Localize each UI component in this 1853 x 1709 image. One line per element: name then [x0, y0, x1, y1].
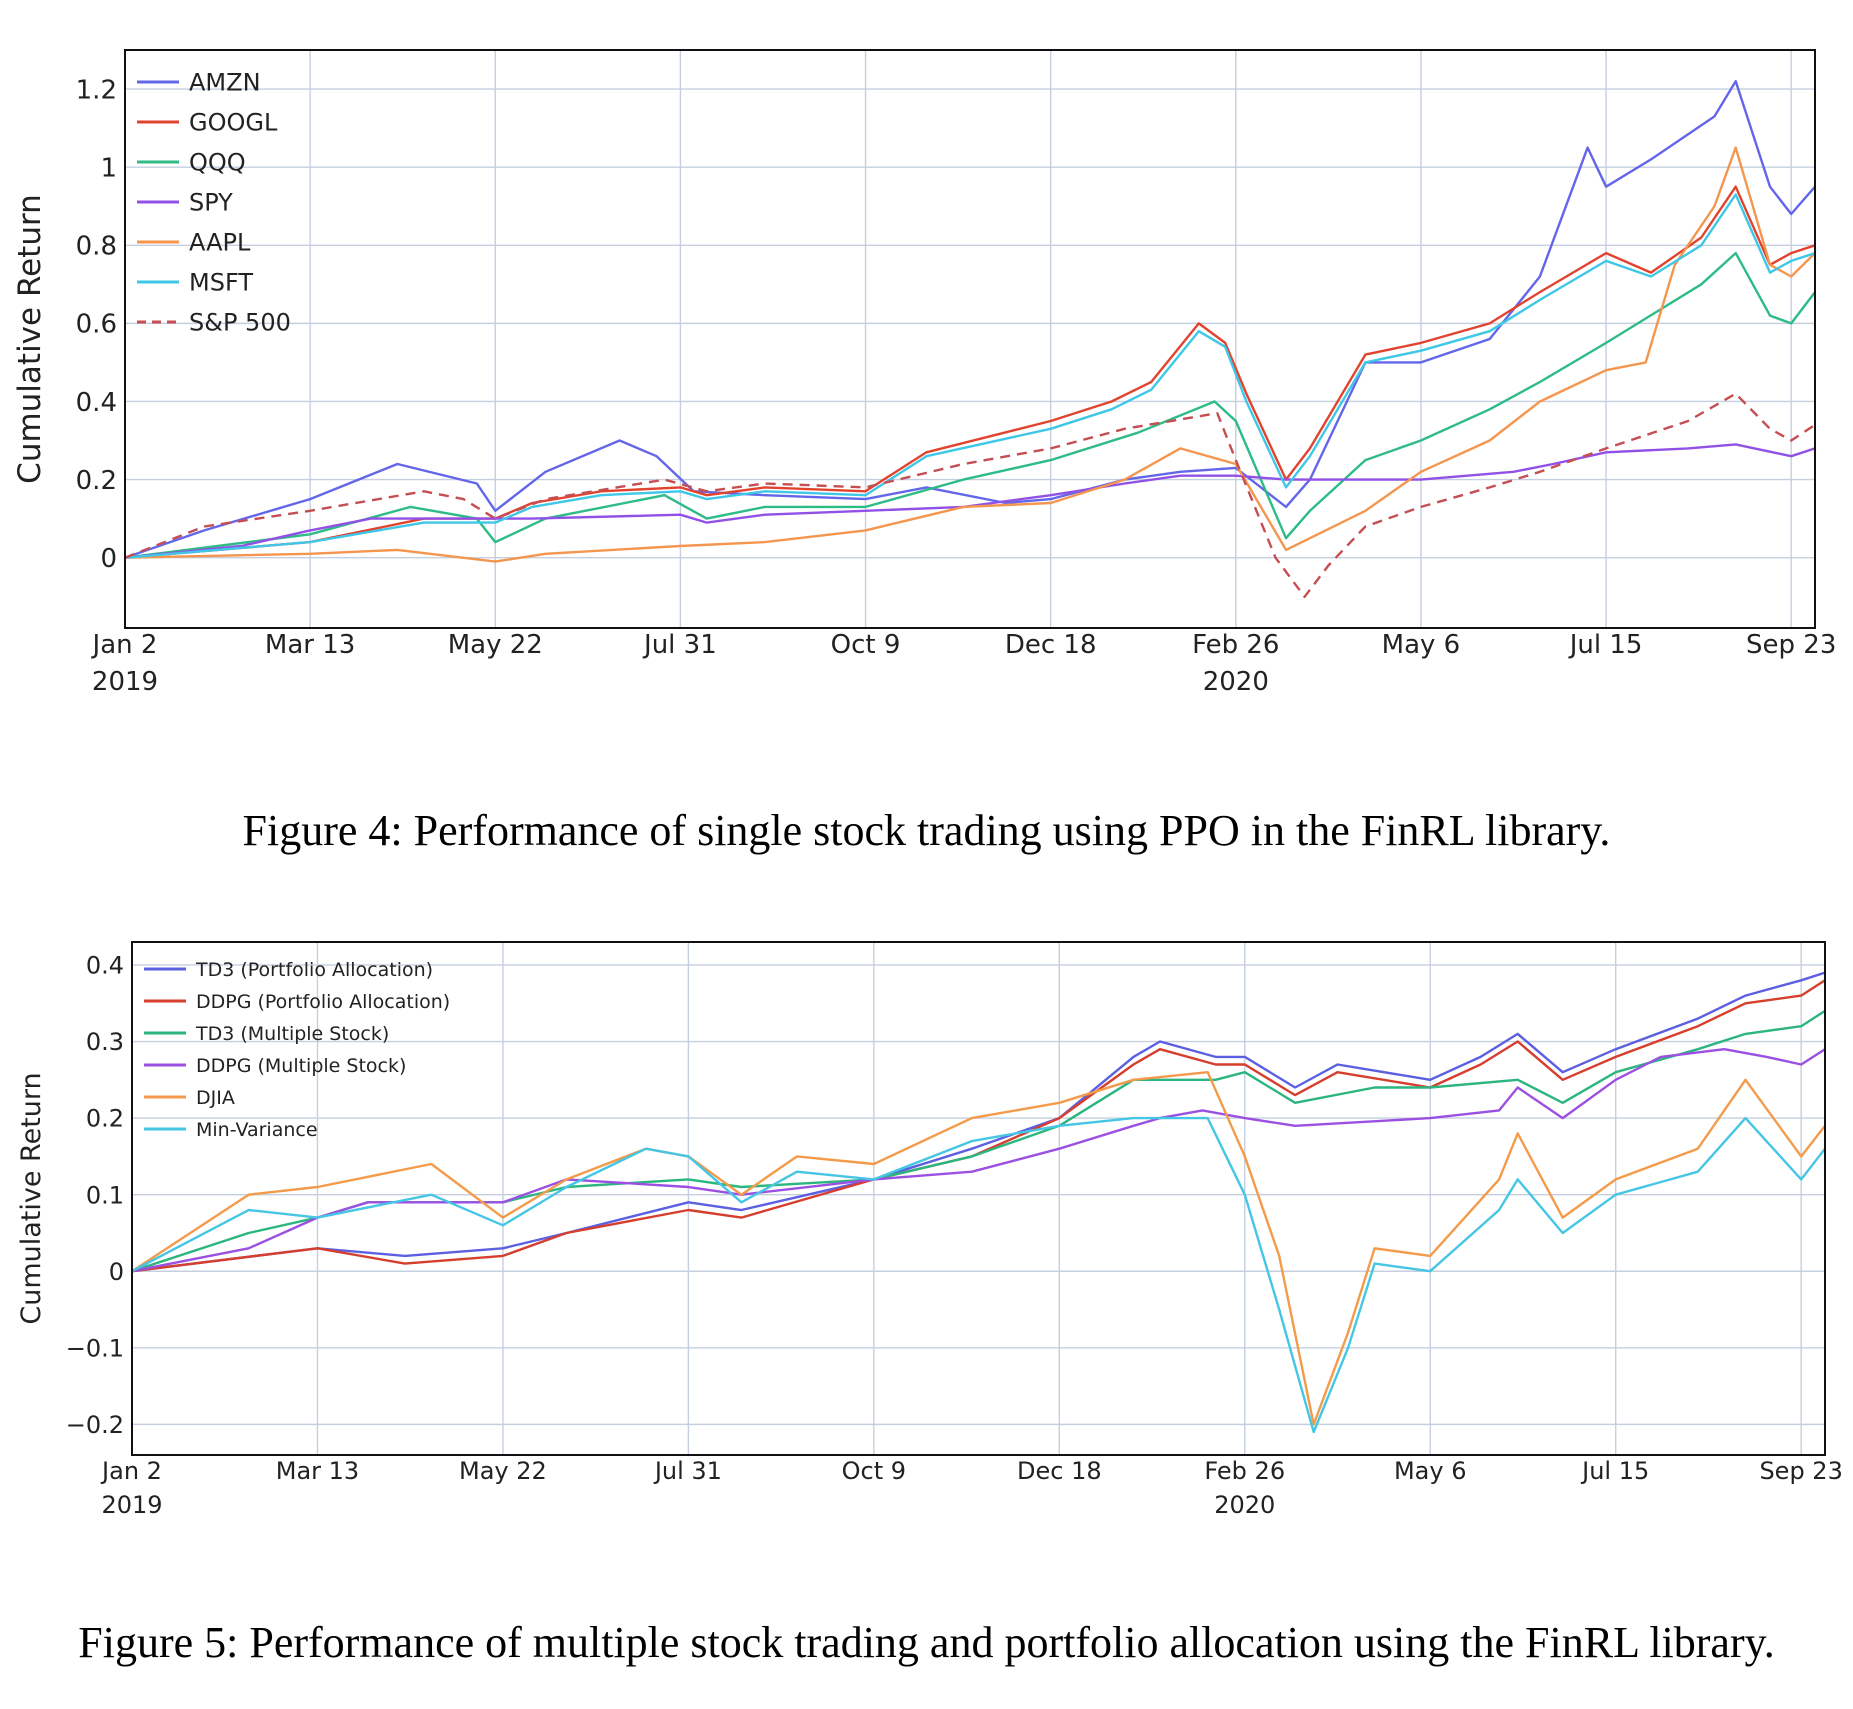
- plot-frame: [131, 941, 1826, 1456]
- gridlines: [124, 50, 1815, 628]
- legend-label: Min-Variance: [196, 1119, 318, 1141]
- legend-label: GOOGL: [189, 109, 278, 137]
- x-tick-label: Jan 2: [100, 1457, 162, 1485]
- chart-1: 0 0.2 0.4 0.6 0.8 1 1.2 Jan 2 2019 Mar 13 May 22 Ju…: [12, 49, 1836, 697]
- x-tick-year: 2020: [1214, 1491, 1275, 1519]
- x-tick-label: Dec 18: [1005, 630, 1097, 660]
- series-line-min-variance: [131, 1116, 1826, 1434]
- x-tick-label: Jul 15: [1580, 1457, 1649, 1485]
- y-tick-label: 0.4: [76, 388, 117, 418]
- series-line-ddpg-multiple-stock-: [131, 1048, 1826, 1273]
- y-tick-label: 0: [100, 544, 117, 574]
- x-tick-label: Feb 26: [1192, 630, 1279, 660]
- x-tick-label: May 22: [459, 1457, 547, 1485]
- series-line-ddpg-portfolio-allocation-: [131, 979, 1826, 1273]
- x-tick-label: Sep 23: [1746, 630, 1836, 660]
- y-tick-label: 1: [100, 154, 117, 184]
- y-axis-label: Cumulative Return: [16, 1072, 47, 1324]
- x-tick-label: May 6: [1394, 1457, 1467, 1485]
- y-tick-label: 0.6: [76, 310, 117, 340]
- series-line-qqq: [124, 251, 1816, 559]
- legend-label: DDPG (Multiple Stock): [196, 1055, 406, 1077]
- legend-label: QQQ: [189, 149, 246, 177]
- legend-label: AAPL: [189, 229, 251, 257]
- legend: TD3 (Portfolio Allocation) DDPG (Portfoli…: [144, 959, 450, 1141]
- series-line-msft: [124, 193, 1816, 559]
- x-tick-label: Jan 2: [91, 630, 158, 660]
- series-line-amzn: [124, 80, 1816, 559]
- gridlines: [131, 942, 1825, 1455]
- legend-label: TD3 (Portfolio Allocation): [195, 959, 433, 981]
- figure-5-caption: Figure 5: Performance of multiple stock …: [78, 1618, 1775, 1667]
- x-tick-label: Dec 18: [1017, 1457, 1102, 1485]
- x-tick-label: May 22: [448, 630, 543, 660]
- y-tick-label: 1.2: [76, 75, 117, 105]
- y-tick-label: −0.2: [66, 1411, 124, 1439]
- figure-4-caption: Figure 4: Performance of single stock tr…: [242, 806, 1611, 855]
- legend: AMZN GOOGL QQQ SPY AAPL MSFT S&P 500: [137, 69, 291, 337]
- x-tick-year: 2020: [1203, 667, 1269, 697]
- x-tick-label: Oct 9: [831, 630, 901, 660]
- plot-frame: [124, 49, 1816, 629]
- x-tick-label: Oct 9: [842, 1457, 906, 1485]
- y-tick-label: 0.2: [76, 466, 117, 496]
- series-line-djia: [131, 1071, 1826, 1426]
- y-tick-label: 0.4: [86, 952, 124, 980]
- series-line-s-p-500: [124, 392, 1816, 598]
- x-tick-label: Feb 26: [1204, 1457, 1285, 1485]
- x-tick-label: Jul 15: [1568, 630, 1643, 660]
- x-tick-label: Sep 23: [1759, 1457, 1842, 1485]
- y-tick-label: 0: [109, 1258, 124, 1286]
- y-tick-label: 0.2: [86, 1105, 124, 1133]
- legend-label: SPY: [189, 189, 233, 217]
- y-tick-label: 0.3: [86, 1028, 124, 1056]
- y-tick-label: 0.8: [76, 232, 117, 262]
- series-line-spy: [124, 443, 1816, 559]
- legend-label: DJIA: [196, 1087, 235, 1109]
- x-tick-label: Jul 31: [653, 1457, 722, 1485]
- legend-label: S&P 500: [189, 309, 291, 337]
- legend-label: MSFT: [189, 269, 253, 297]
- x-tick-label: Jul 31: [642, 630, 717, 660]
- series-line-aapl: [124, 146, 1816, 563]
- x-tick-year: 2019: [101, 1491, 162, 1519]
- legend-label: DDPG (Portfolio Allocation): [196, 991, 450, 1013]
- x-tick-label: Mar 13: [276, 1457, 359, 1485]
- x-tick-year: 2019: [92, 667, 158, 697]
- y-axis-label: Cumulative Return: [12, 194, 48, 484]
- x-tick-label: Mar 13: [265, 630, 355, 660]
- series-line-googl: [124, 185, 1816, 559]
- chart-2: −0.2 −0.1 0 0.1 0.2 0.3 0.4 Jan 2 2019 Mar 13 May …: [16, 941, 1843, 1519]
- legend-label: AMZN: [189, 69, 261, 97]
- y-tick-label: −0.1: [66, 1334, 124, 1362]
- y-tick-label: 0.1: [86, 1181, 124, 1209]
- legend-label: TD3 (Multiple Stock): [195, 1023, 389, 1045]
- x-tick-label: May 6: [1382, 630, 1461, 660]
